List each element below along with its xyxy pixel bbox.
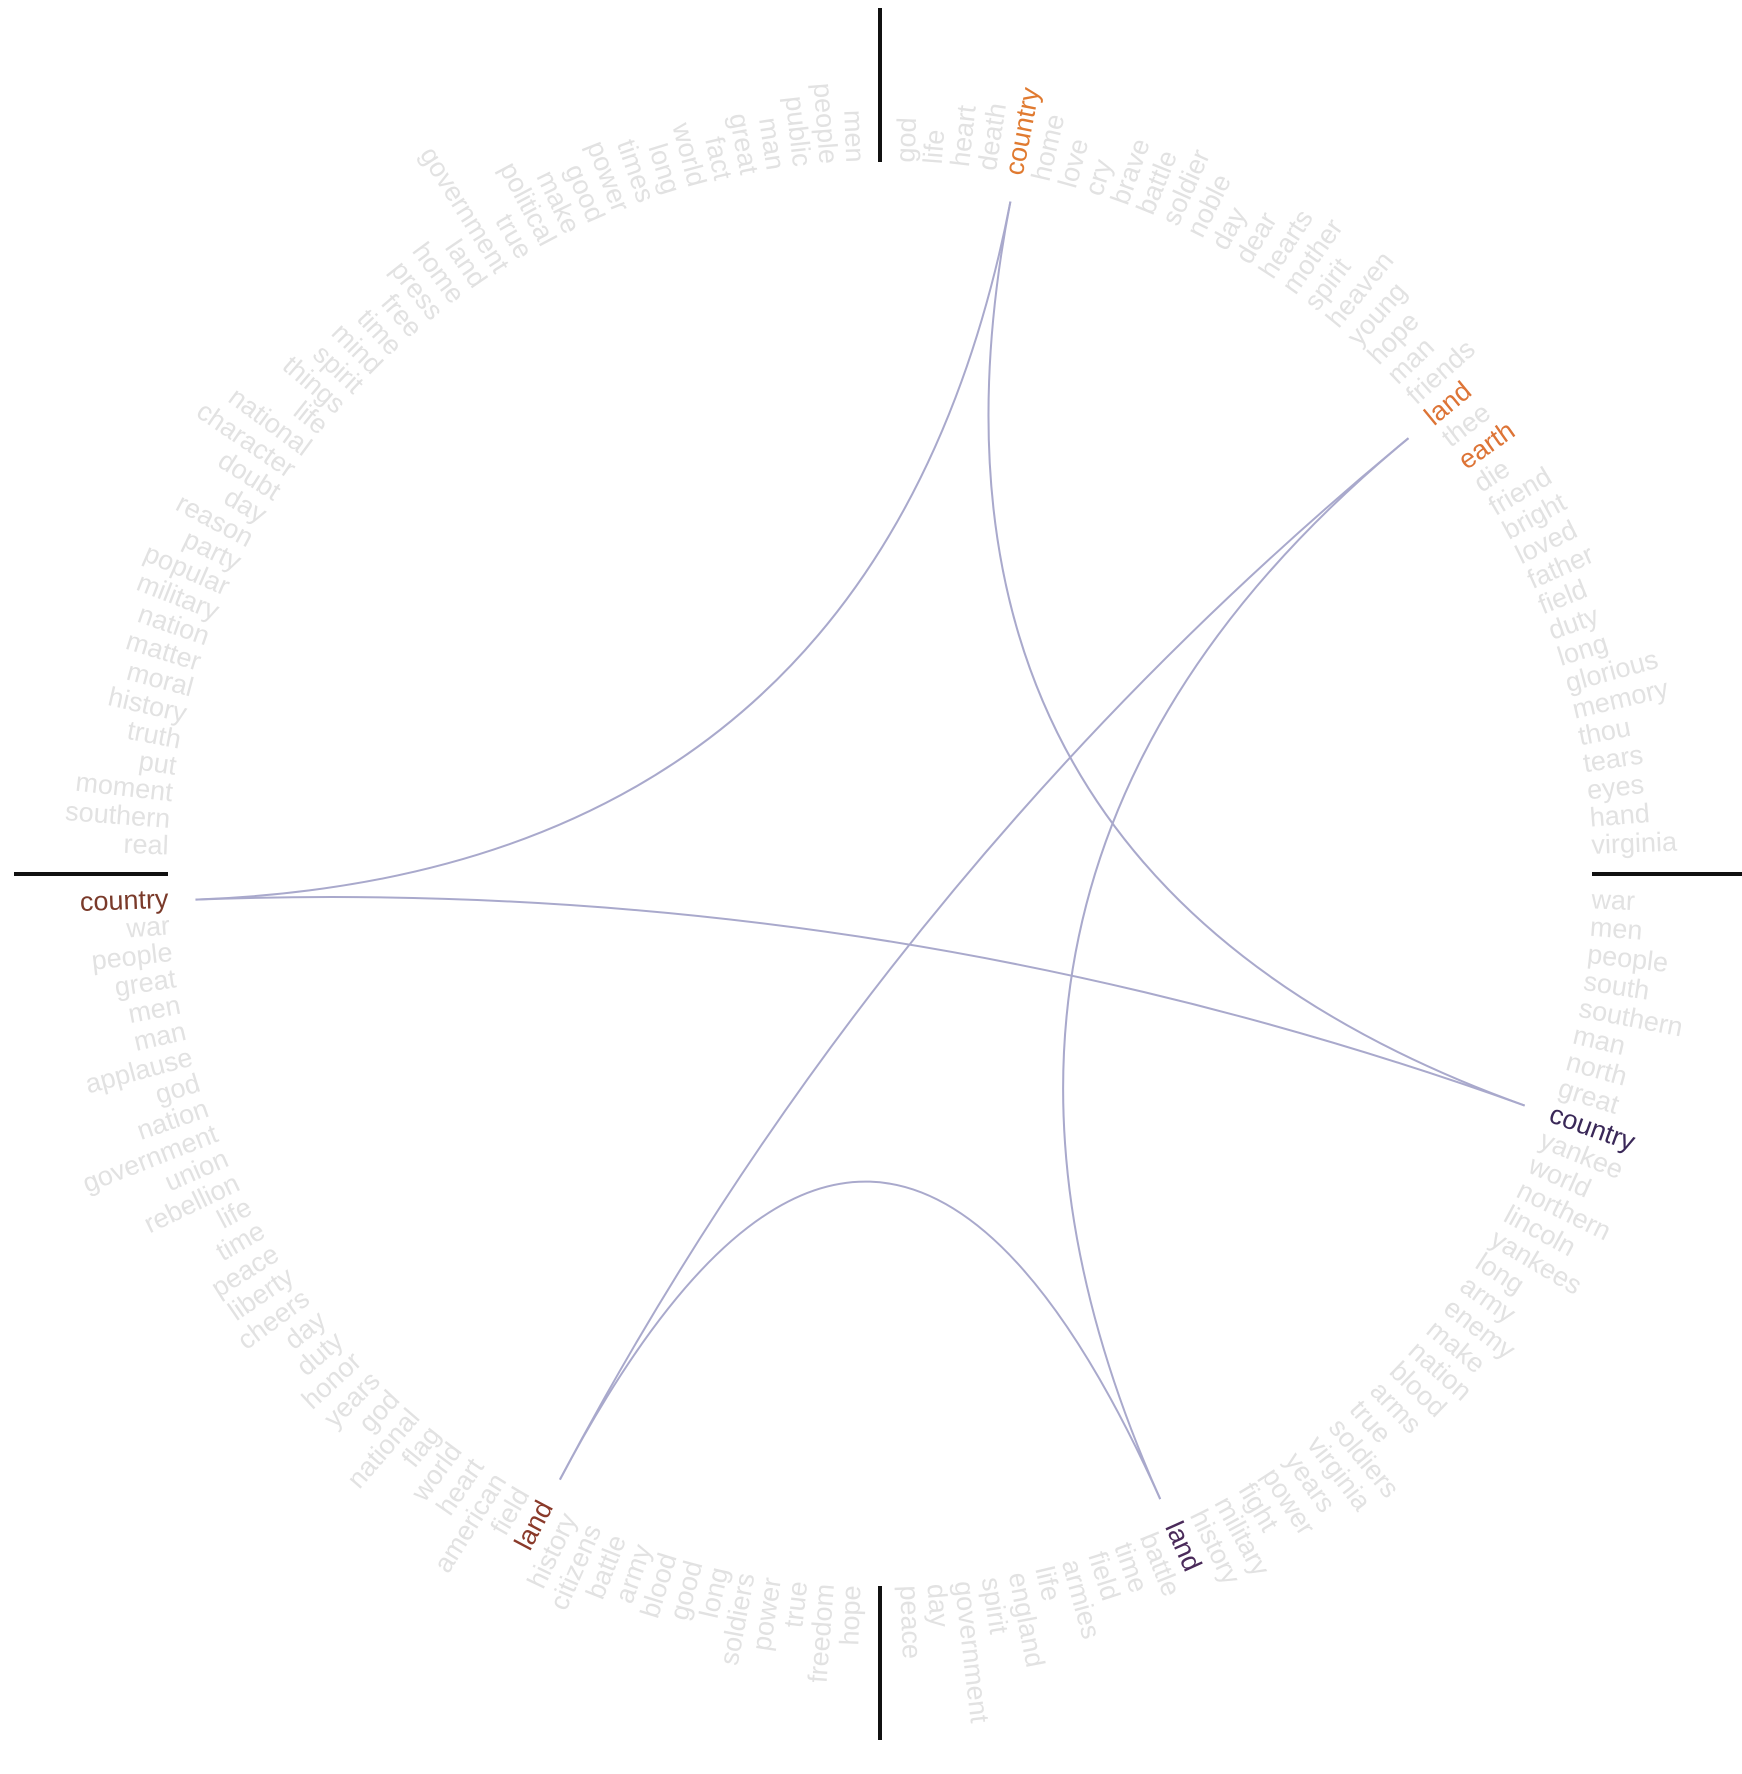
word: put [137,746,179,781]
link [1062,437,1410,1500]
link [195,896,1526,1107]
link [559,1180,1162,1500]
word: men [838,109,870,163]
link [559,437,1410,1481]
link [195,201,1012,901]
word: men [1589,912,1644,946]
word: virginia [1591,827,1679,860]
word: war [124,910,171,943]
link [987,201,1526,1107]
word: peace [894,1585,927,1660]
word: hope [834,1585,866,1646]
word: day [921,1583,954,1629]
word: people [808,82,844,165]
word: hand [1589,798,1651,833]
links [195,201,1526,1500]
word: real [123,829,169,861]
word: eyes [1585,769,1645,805]
word: heart [945,103,982,168]
highlighted-word: country [79,884,169,917]
word: freedom [803,1583,840,1684]
word: god [890,117,922,163]
word: life [918,128,951,165]
word: true [778,1580,813,1630]
word: war [1590,884,1636,916]
